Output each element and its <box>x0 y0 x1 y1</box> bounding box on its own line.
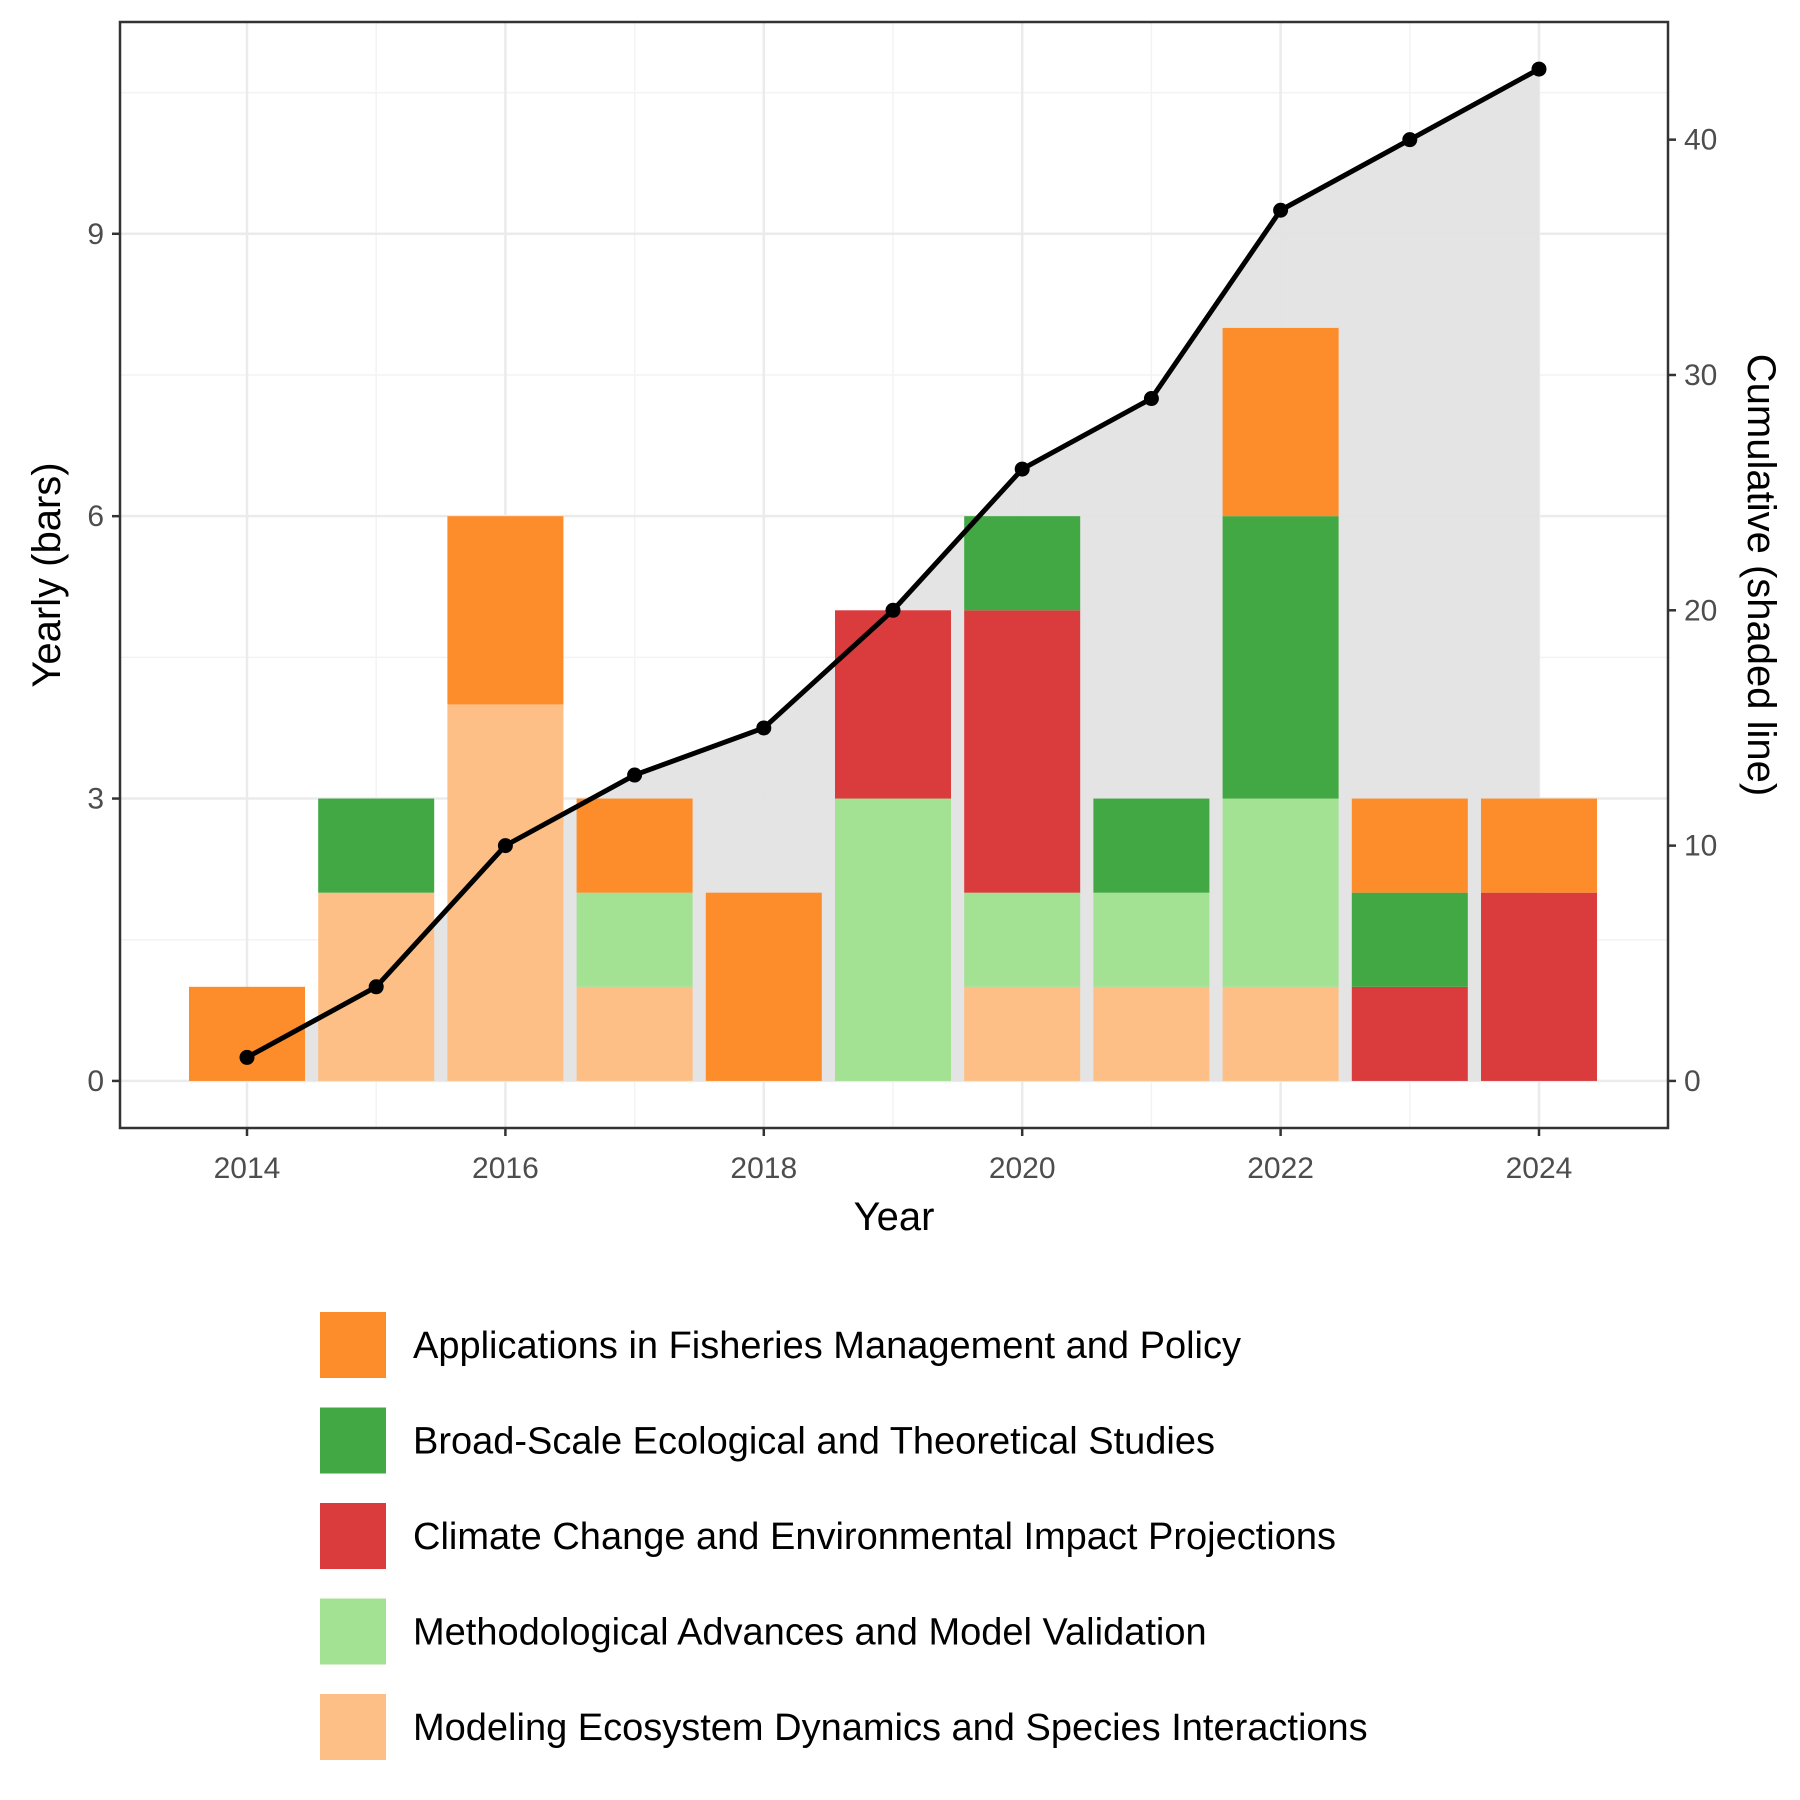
legend-label: Broad-Scale Ecological and Theoretical S… <box>413 1421 1215 1463</box>
y2-tick-label: 20 <box>1684 594 1717 627</box>
bar-segment <box>964 986 1081 1081</box>
x-tick-label: 2018 <box>730 1152 797 1185</box>
cumulative-point <box>497 838 513 854</box>
x-tick-label: 2022 <box>1247 1152 1314 1185</box>
x-axis-title: Year <box>854 1195 935 1239</box>
bar-segment <box>964 610 1081 893</box>
bar-segment <box>1093 986 1210 1081</box>
legend-label: Climate Change and Environmental Impact … <box>413 1516 1336 1558</box>
bar-segment <box>576 986 693 1081</box>
legend-key <box>320 1598 386 1665</box>
bar-segment <box>964 892 1081 987</box>
y2-tick-label: 10 <box>1684 830 1717 863</box>
cumulative-area-layer <box>247 69 1539 1081</box>
bar-segment <box>835 798 951 1081</box>
legend-key <box>320 1694 386 1760</box>
cumulative-point <box>1531 61 1547 77</box>
bar-segment <box>1351 892 1468 987</box>
legend-key <box>320 1503 386 1569</box>
cumulative-line-layer <box>239 61 1547 1065</box>
bar-segment <box>1222 986 1339 1081</box>
legend-label: Applications in Fisheries Management and… <box>413 1325 1241 1367</box>
x-tick-label: 2014 <box>214 1152 281 1185</box>
cumulative-point <box>368 979 384 995</box>
legend-label: Methodological Advances and Model Valida… <box>413 1612 1207 1654</box>
y2-axis-title: Cumulative (shaded line) <box>1739 354 1783 796</box>
bar-segment <box>1351 986 1468 1081</box>
legend: Applications in Fisheries Management and… <box>320 1312 1368 1760</box>
bar-segment <box>576 798 693 893</box>
bar-segment <box>964 516 1081 611</box>
y-tick-label: 3 <box>87 783 104 816</box>
bar-segment <box>1222 798 1339 987</box>
bar-segment <box>447 704 564 1081</box>
cumulative-point <box>1402 132 1418 148</box>
cumulative-point <box>756 720 772 736</box>
cumulative-area <box>247 69 1539 1081</box>
cumulative-point <box>239 1049 255 1065</box>
cumulative-point <box>1273 202 1289 218</box>
y2-tick-label: 30 <box>1684 359 1717 392</box>
panel-border <box>118 20 1670 1130</box>
bar-segment <box>705 892 822 1081</box>
cumulative-point <box>1143 391 1159 407</box>
x-tick-label: 2016 <box>472 1152 539 1185</box>
bar-segment <box>1222 516 1339 799</box>
cumulative-point <box>627 767 643 783</box>
y-tick-label: 9 <box>87 218 104 251</box>
bar-segment <box>1222 327 1339 517</box>
x-tick-label: 2024 <box>1506 1152 1573 1185</box>
bar-segment <box>1481 892 1597 1081</box>
bar-segment <box>1093 798 1210 893</box>
y-tick-label: 6 <box>87 500 104 533</box>
y-tick-label: 0 <box>87 1065 104 1098</box>
cumulative-point <box>1014 461 1030 477</box>
bar-segment <box>1093 892 1210 987</box>
bar-segment <box>835 610 951 799</box>
legend-key <box>320 1407 386 1474</box>
bars <box>189 327 1597 1081</box>
bar-segment <box>1351 798 1468 893</box>
x-tick-label: 2020 <box>989 1152 1056 1185</box>
bar-segment <box>318 798 435 893</box>
bar-segment <box>1481 798 1597 893</box>
y2-tick-label: 0 <box>1684 1065 1701 1098</box>
y-axis-title: Yearly (bars) <box>25 462 69 687</box>
bar-segment <box>447 516 564 705</box>
axes: 0 3 6 9 0 10 20 30 40 2014 2016 2018 2020 2022 2024 <box>87 124 1717 1185</box>
legend-label: Modeling Ecosystem Dynamics and Species … <box>413 1707 1368 1749</box>
cumulative-point <box>885 602 901 618</box>
bar-segment <box>576 892 693 987</box>
y2-tick-label: 40 <box>1684 124 1717 157</box>
legend-key <box>320 1312 386 1378</box>
